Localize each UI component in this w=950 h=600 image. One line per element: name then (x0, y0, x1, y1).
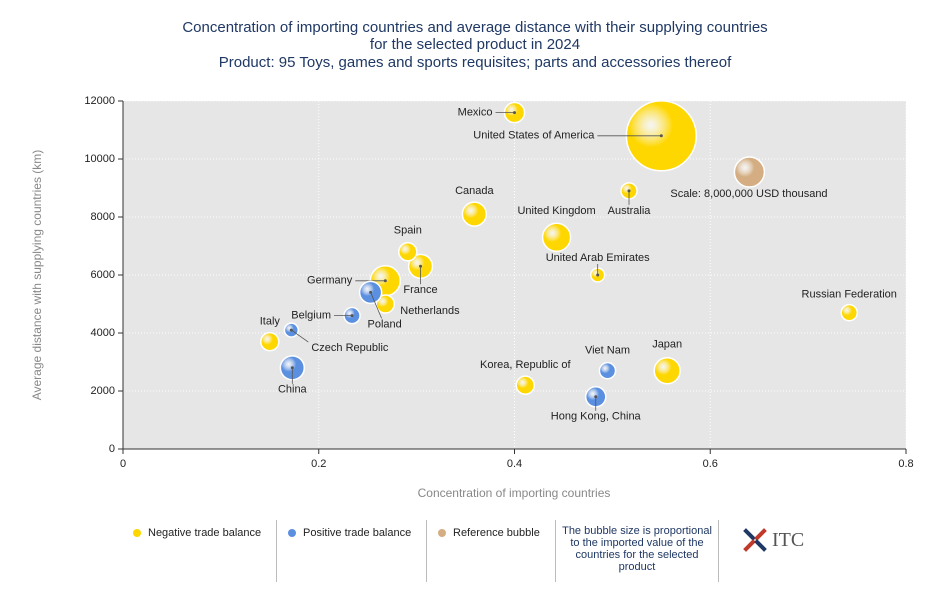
point-label: Canada (455, 185, 494, 197)
chart-title: for the selected product in 2024 (370, 36, 580, 53)
point-label: Poland (367, 318, 401, 330)
x-tick-label: 0 (120, 458, 126, 470)
y-tick-label: 8000 (91, 211, 115, 223)
logo-text: ITC (772, 528, 805, 551)
y-axis-label: Average distance with supplying countrie… (30, 150, 44, 401)
leader-line (370, 292, 382, 319)
point-label: China (278, 384, 308, 396)
point-label: Japan (652, 339, 682, 351)
legend-swatch (288, 529, 296, 537)
bubble (733, 156, 766, 188)
leader-dot (350, 314, 354, 318)
leader-dot (369, 290, 373, 294)
logo: ITC (742, 527, 804, 553)
leader-dot (290, 366, 294, 370)
point-label: Russian Federation (802, 289, 897, 301)
y-tick-label: 12000 (84, 95, 115, 107)
separator (555, 520, 556, 582)
point-label: United States of America (473, 130, 595, 142)
point-label: Spain (394, 225, 422, 237)
logo-icon (743, 528, 767, 552)
separator (426, 520, 427, 582)
legend-swatch (438, 529, 446, 537)
y-tick-label: 6000 (91, 269, 115, 281)
chart: Concentration of importing countries and… (30, 19, 913, 500)
point-label: Italy (260, 316, 281, 328)
point-label: Scale: 8,000,000 USD thousand (670, 188, 827, 200)
point-label: Korea, Republic of (480, 359, 571, 371)
separator (718, 520, 719, 582)
legend-label: Negative trade balance (148, 527, 262, 539)
legend-note: The bubble size is proportional to the i… (562, 525, 712, 573)
leader-dot (383, 279, 387, 283)
leader-dot (594, 395, 598, 399)
leader-dot (596, 273, 600, 277)
legend-item: Reference bubble (438, 527, 540, 539)
bubble (541, 222, 572, 253)
point-label: United Arab Emirates (546, 252, 650, 264)
y-tick-label: 2000 (91, 385, 115, 397)
leader-dot (627, 189, 631, 193)
x-tick-label: 0.2 (311, 458, 326, 470)
leader-line (291, 329, 309, 343)
bubble (260, 331, 280, 352)
bubble (398, 242, 418, 262)
point-label: United Kingdom (517, 205, 595, 217)
legend-item: Positive trade balance (288, 527, 411, 539)
y-tick-label: 4000 (91, 327, 115, 339)
point-label: Mexico (458, 107, 493, 119)
y-tick-label: 10000 (84, 153, 115, 165)
chart-title: Product: 95 Toys, games and sports requi… (219, 54, 732, 71)
leader-dot (419, 264, 423, 268)
point-label: Germany (307, 275, 353, 287)
x-tick-label: 0.4 (507, 458, 522, 470)
legend-label: Reference bubble (453, 527, 540, 539)
point-label: Hong Kong, China (551, 411, 642, 423)
separator (276, 520, 277, 582)
bubble (461, 201, 488, 227)
x-tick-label: 0.8 (898, 458, 913, 470)
point-label: Australia (608, 205, 652, 217)
y-tick-label: 0 (109, 443, 115, 455)
leader-dot (513, 111, 516, 115)
bubble (375, 294, 396, 314)
leader-dot (289, 328, 293, 332)
leader-dot (659, 134, 663, 138)
point-label: Czech Republic (311, 342, 389, 354)
legend-item: Negative trade balance (133, 527, 261, 539)
bubble (840, 303, 859, 322)
point-label: Belgium (291, 310, 331, 322)
point-label: Netherlands (400, 305, 460, 317)
chart-title: Concentration of importing countries and… (182, 19, 767, 36)
point-label: Viet Nam (585, 345, 630, 357)
bubble (653, 356, 681, 385)
bubble (598, 361, 617, 380)
bubble (515, 375, 536, 395)
legend: The bubble size is proportional to the i… (0, 515, 950, 585)
x-tick-label: 0.6 (703, 458, 718, 470)
x-axis-label: Concentration of importing countries (418, 486, 611, 500)
legend-swatch (133, 529, 141, 537)
legend-label: Positive trade balance (303, 527, 412, 539)
point-label: France (403, 284, 437, 296)
